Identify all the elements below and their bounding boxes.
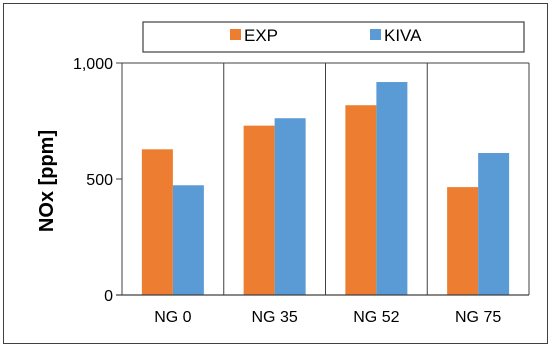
bar-kiva-ng-75 [478,153,510,295]
bar-exp-ng-52 [345,105,377,295]
x-tick-label: NG 52 [353,309,399,326]
legend-label-exp: EXP [244,26,278,45]
x-tick-label: NG 35 [252,309,298,326]
legend-label-kiva: KIVA [384,26,422,45]
x-tick-label: NG 0 [154,309,191,326]
bar-kiva-ng-35 [274,118,306,295]
bar-kiva-ng-0 [172,185,204,295]
bar-kiva-ng-52 [376,82,408,295]
legend: EXP KIVA [142,21,525,53]
bar-exp-ng-35 [243,125,275,295]
y-axis-title: NOx [ppm] [36,130,58,232]
bar-exp-ng-0 [141,149,173,295]
legend-swatch-exp [230,29,241,40]
legend-swatch-kiva [370,29,381,40]
legend-box [142,21,525,53]
y-tick-label: 500 [86,172,113,189]
bar-exp-ng-75 [447,187,479,295]
y-tick-label: 0 [104,288,113,305]
y-tick-label: 1,000 [73,56,113,73]
x-tick-label: NG 75 [455,309,501,326]
plot-area: 0 500 1,000 NG 0 NG 35 NG 52 NG 75 [73,56,530,326]
